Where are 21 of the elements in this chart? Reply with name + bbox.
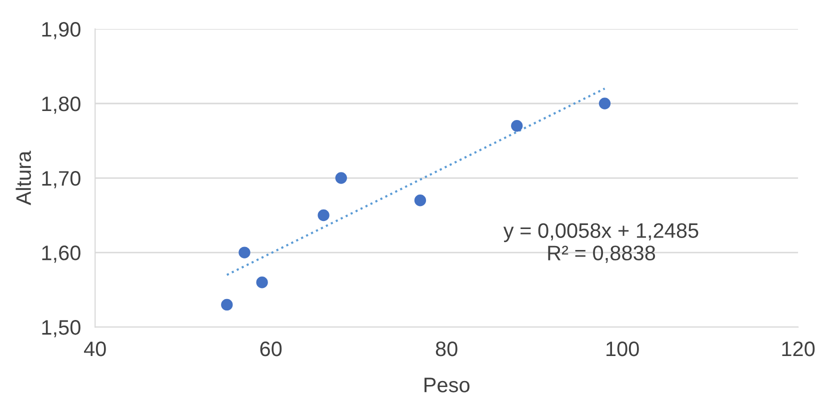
y-tick-label: 1,90	[42, 22, 80, 40]
y-tick-label: 1,80	[42, 96, 80, 114]
y-tick-label: 1,70	[42, 171, 80, 188]
point	[414, 194, 426, 206]
y-tick-label: 1,60	[42, 246, 80, 263]
x-tick-label: 80	[436, 342, 458, 356]
point	[318, 209, 330, 222]
x-axis-title: Peso	[424, 378, 470, 392]
point	[221, 298, 233, 311]
y-tick-label: 1,50	[42, 320, 80, 338]
x-tick-label: 100	[606, 342, 639, 356]
point	[511, 120, 523, 132]
y-axis-title: Altura	[16, 150, 31, 206]
point	[598, 98, 611, 110]
point	[238, 246, 250, 258]
annotation: y = 0,0058x + 1,2485 R² = 0,8838	[503, 223, 698, 263]
point	[335, 172, 347, 184]
x-tick-label: 40	[84, 342, 106, 356]
point	[256, 276, 268, 288]
x-tick-label: 60	[260, 342, 282, 356]
x-tick-label: 120	[782, 342, 815, 356]
